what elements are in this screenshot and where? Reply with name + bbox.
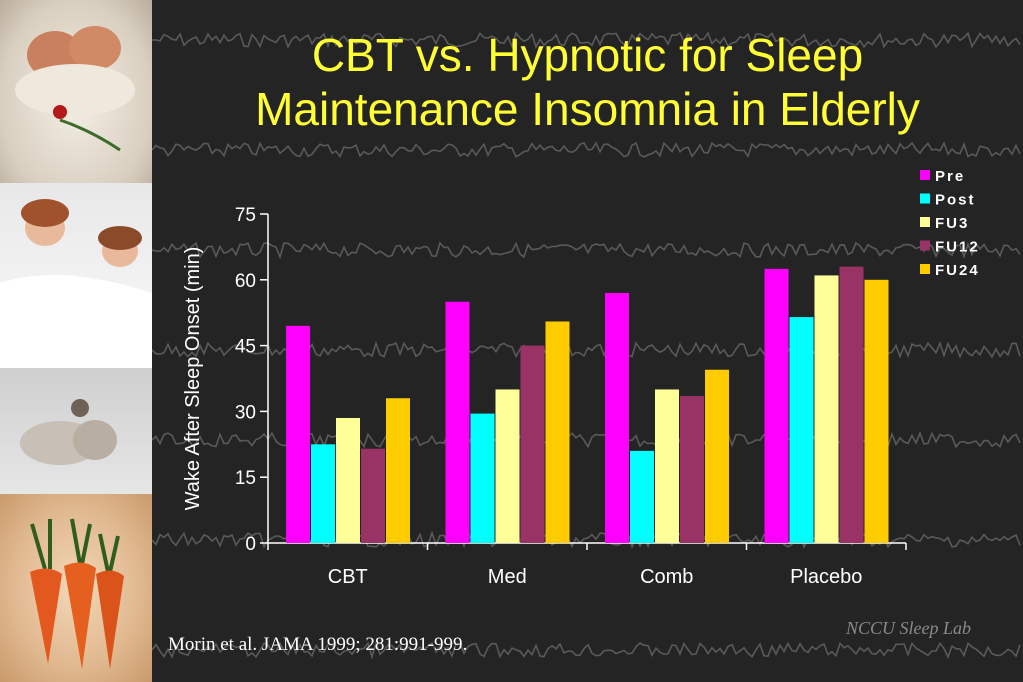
bar-fu3-placebo	[814, 275, 839, 543]
y-tick-label: 30	[235, 402, 256, 423]
legend-swatch	[920, 170, 930, 180]
legend-label: Pre	[935, 168, 965, 185]
bar-chart: Wake After Sleep Onset (min) 0 15 30 45 60 75…	[182, 168, 980, 588]
bar-fu12-med	[520, 345, 545, 543]
eeg-trace	[152, 640, 1021, 660]
legend-swatch	[920, 193, 930, 204]
photo-strip	[0, 0, 152, 682]
title-line-1: CBT vs. Hypnotic for Sleep	[311, 29, 864, 81]
bar-fu3-comb	[655, 389, 679, 543]
carrots-photo	[0, 494, 152, 682]
page-title: CBT vs. Hypnotic for Sleep Maintenance I…	[152, 28, 1023, 136]
eeg-trace	[152, 141, 1021, 159]
y-tick-label: 45	[235, 337, 256, 358]
baby-with-teddy-photo	[0, 368, 152, 494]
bar-pre-cbt	[286, 325, 310, 543]
legend-label: FU3	[935, 215, 969, 232]
bar-post-comb	[630, 450, 654, 543]
bar-fu12-placebo	[839, 266, 864, 543]
watermark: NCCU Sleep Lab	[846, 618, 972, 638]
eeg-trace	[152, 241, 1021, 260]
bar-pre-med	[445, 301, 470, 543]
bar-fu24-med	[545, 321, 570, 543]
x-tick-label: CBT	[328, 566, 368, 588]
bar-fu24-cbt	[386, 398, 410, 543]
eeg-trace	[152, 31, 1021, 49]
bar-pre-comb	[605, 292, 629, 543]
y-axis-label: Wake After Sleep Onset (min)	[182, 247, 204, 511]
legend-label: FU24	[935, 262, 980, 279]
y-tick-label: 15	[235, 468, 256, 489]
bar-fu3-cbt	[336, 417, 360, 543]
bar-fu12-cbt	[361, 448, 385, 543]
legend-swatch	[920, 217, 930, 227]
x-tick-label: Placebo	[790, 566, 862, 588]
x-tick-label: Med	[488, 566, 527, 588]
bar-post-cbt	[311, 444, 335, 543]
bar-post-placebo	[789, 317, 814, 543]
y-tick-label: 0	[245, 534, 256, 555]
y-tick-label: 60	[235, 271, 256, 292]
legend-swatch	[920, 264, 930, 274]
title-line-2: Maintenance Insomnia in Elderly	[255, 83, 920, 135]
bar-post-med	[470, 413, 495, 543]
legend-swatch	[920, 240, 930, 251]
bar-fu24-placebo	[864, 279, 889, 543]
x-tick-label: Comb	[640, 566, 693, 588]
y-tick-label: 75	[235, 205, 256, 226]
bar-pre-placebo	[764, 268, 789, 543]
children-in-bed-photo	[0, 183, 152, 368]
legend-label: Post	[935, 192, 976, 209]
bar-fu24-comb	[705, 369, 729, 543]
citation: Morin et al. JAMA 1999; 281:991-999.	[168, 634, 468, 655]
legend-label: FU12	[935, 239, 980, 256]
bar-fu3-med	[495, 389, 520, 543]
babies-sleeping-photo	[0, 0, 152, 183]
bar-fu12-comb	[680, 396, 704, 543]
